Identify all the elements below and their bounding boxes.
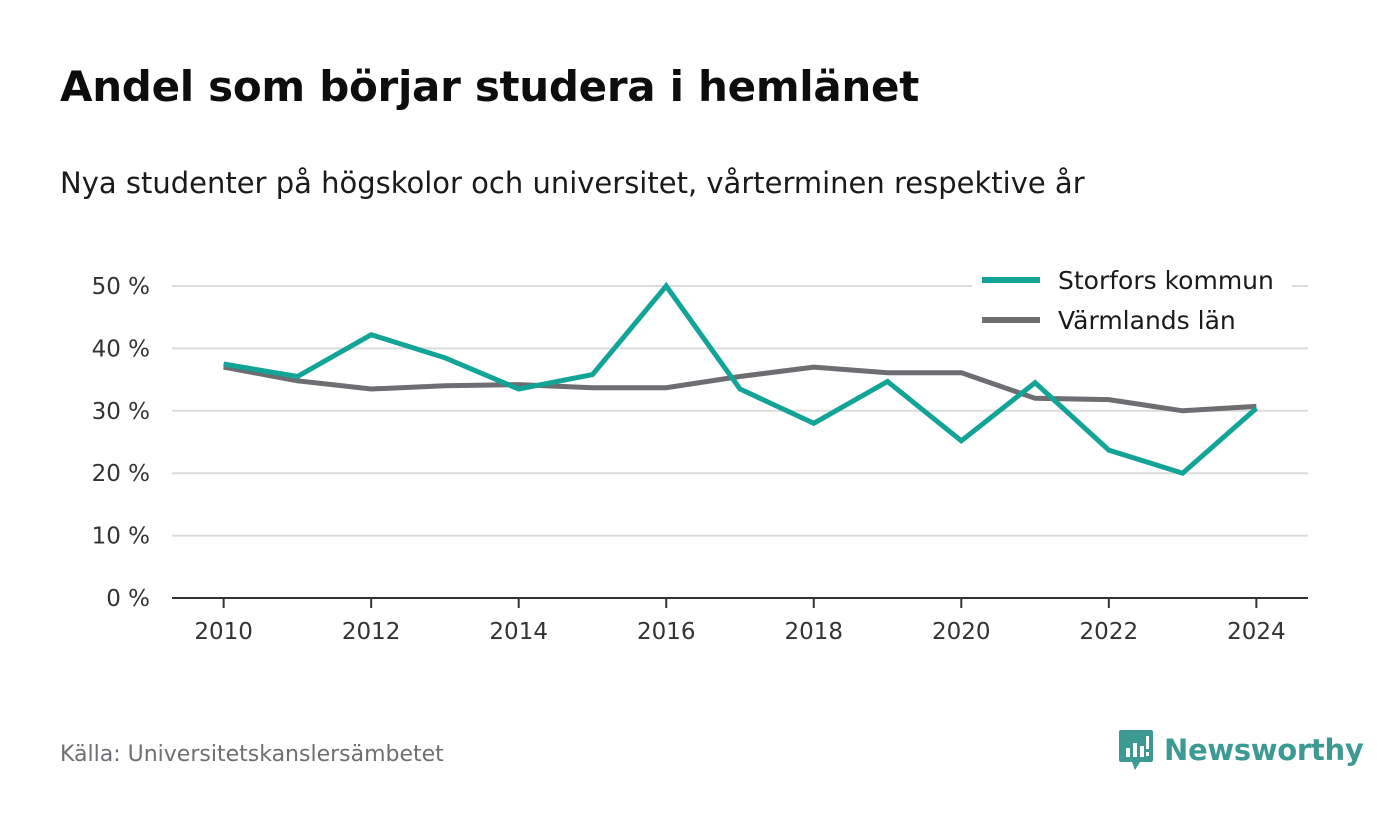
x-tick-label: 2020: [932, 619, 991, 645]
y-tick-label: 20 %: [92, 461, 150, 487]
legend-item-storfors-label: Storfors kommun: [1058, 266, 1274, 295]
x-tick-label: 2018: [784, 619, 843, 645]
chart-title: Andel som börjar studera i hemlänet: [60, 62, 919, 111]
y-tick-label: 50 %: [92, 274, 150, 300]
y-tick-label: 0 %: [106, 586, 150, 612]
x-tick-label: 2024: [1227, 619, 1286, 645]
chart-subtitle: Nya studenter på högskolor och universit…: [60, 166, 1085, 200]
x-axis-ticks: 2010 2012 2014 2016 2018 2020 2022 2024: [194, 598, 1286, 645]
x-tick-label: 2010: [194, 619, 253, 645]
brand-logo: Newsworthy: [1118, 728, 1364, 772]
varmlands-lan-line: [223, 364, 1257, 414]
x-tick-label: 2016: [637, 619, 696, 645]
y-tick-label: 40 %: [92, 336, 150, 362]
series-lines: [223, 281, 1259, 477]
source-note: Källa: Universitetskanslersämbetet: [60, 742, 444, 767]
legend-item-varmland-label: Värmlands län: [1058, 306, 1236, 335]
x-tick-label: 2014: [489, 619, 548, 645]
legend: Storfors kommun Värmlands län: [972, 262, 1292, 344]
legend-background: [972, 262, 1292, 344]
y-tick-label: 10 %: [92, 524, 150, 550]
y-axis-ticks: 0 % 10 % 20 % 30 % 40 % 50 %: [92, 274, 150, 612]
y-tick-label: 30 %: [92, 399, 150, 425]
x-tick-label: 2012: [342, 619, 401, 645]
brand-name: Newsworthy: [1164, 733, 1364, 767]
x-tick-label: 2022: [1080, 619, 1139, 645]
storfors-kommun-line: [223, 281, 1259, 477]
line-chart: 0 % 10 % 20 % 30 % 40 % 50 % 2010 2012 2014 2016…: [91, 262, 1308, 645]
newsworthy-logo-icon: [1119, 730, 1153, 770]
